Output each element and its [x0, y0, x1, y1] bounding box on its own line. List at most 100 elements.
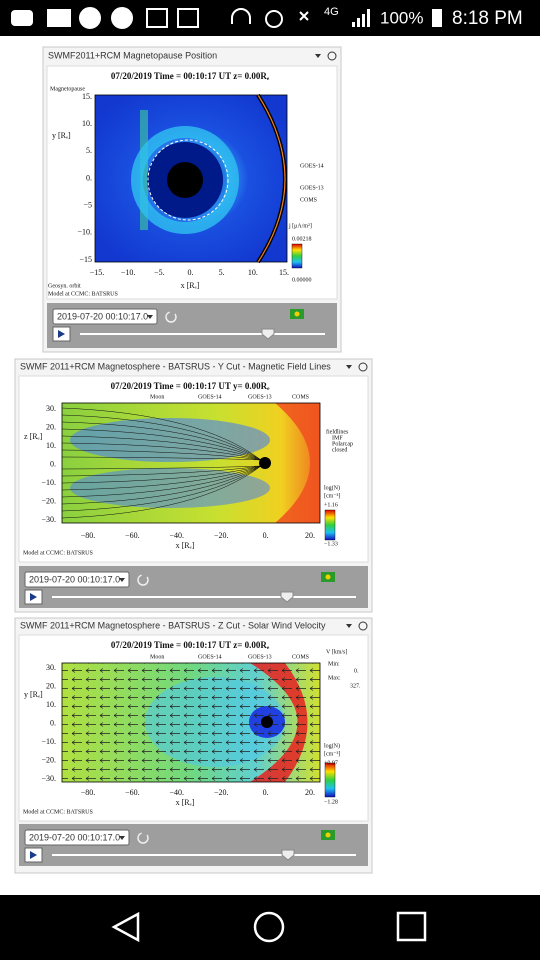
y-axis-label: y [Rₑ]: [24, 690, 43, 699]
x-tick-label: −60.: [125, 788, 140, 797]
colorbar-label: −1.28: [324, 799, 338, 805]
x-tick-label: 20.: [305, 531, 315, 540]
y-axis-label: y [Rₑ]: [52, 131, 71, 140]
time-dropdown[interactable]: [24, 571, 130, 588]
collapse-button[interactable]: [315, 54, 321, 58]
nav-bar: [0, 895, 540, 960]
field-line: [61, 428, 262, 461]
colorbar-label: +0.97: [324, 760, 338, 766]
side-legend: IMF: [332, 435, 343, 441]
plot-footer: Model at CCMC: BATSRUS: [23, 809, 93, 815]
flag-icon-center: [325, 574, 331, 580]
refresh-button[interactable]: [137, 832, 149, 844]
play-icon: [30, 593, 37, 601]
earth: [259, 457, 271, 469]
x-tick-label: −10.: [121, 268, 136, 277]
recents-button[interactable]: [396, 911, 427, 942]
x-tick-label: −40.: [170, 531, 185, 540]
plot-legend: Moon: [150, 394, 164, 400]
collapse-button[interactable]: [346, 365, 352, 369]
plot-legend: GOES-13: [248, 654, 272, 660]
x-tick-label: 0.: [263, 788, 269, 797]
x-tick-label: −60.: [125, 531, 140, 540]
velocity-arrows: [62, 663, 320, 782]
heatmap-ring: [131, 126, 239, 234]
panel-title: SWMF 2011+RCM Magnetosphere - BATSRUS - …: [20, 620, 326, 630]
close-button[interactable]: [358, 621, 368, 631]
play-icon: [58, 330, 65, 338]
signal-icon: [352, 9, 370, 27]
y-axis-label: z [Rₑ]: [24, 432, 43, 441]
y-tick-label: 20.: [46, 681, 56, 690]
close-button[interactable]: [358, 362, 368, 372]
magnetopause-line: [257, 94, 286, 263]
x-tick-label: −80.: [81, 531, 96, 540]
colorbar-label: log(N): [324, 484, 340, 491]
y-tick-label: −10.: [77, 228, 92, 237]
field-line: [61, 465, 262, 484]
time-slider-handle[interactable]: [280, 591, 294, 603]
colorbar-label: j [μA/m²]: [288, 223, 312, 229]
close-button[interactable]: [327, 51, 337, 61]
field-line: [61, 442, 262, 461]
colorbar: [324, 762, 336, 798]
time-dropdown[interactable]: [52, 308, 158, 325]
colorbar-label: 0.00000: [292, 277, 312, 283]
time-dropdown[interactable]: [24, 829, 130, 846]
plot-legend: GOES-14: [198, 394, 222, 400]
x-axis-label: x [Rₑ]: [176, 541, 195, 550]
time-dropdown-label: 2019-07-20 00:10:17.0: [57, 311, 148, 321]
y-tick-label: −15: [79, 255, 92, 264]
plot-legend: GOES-13: [248, 394, 272, 400]
x-tick-label: 5.: [219, 268, 225, 277]
y-tick-label: −30.: [41, 774, 56, 783]
network-label: 4G: [324, 6, 339, 18]
back-button[interactable]: [111, 911, 140, 943]
plot-legend: COMS: [292, 394, 309, 400]
side-legend: GOES-13: [300, 185, 324, 191]
clock: 8:18 PM: [452, 8, 523, 29]
y-tick-label: 30.: [46, 663, 56, 672]
time-slider-handle[interactable]: [281, 849, 295, 861]
dropdown-arrow: [119, 578, 125, 582]
y-tick-label: 0.: [50, 459, 56, 468]
refresh-button[interactable]: [165, 311, 177, 323]
y-tick-label: −30.: [41, 515, 56, 524]
plot-border: [94, 94, 288, 263]
x-tick-label: −5.: [154, 268, 165, 277]
y-tick-label: −5: [83, 200, 92, 209]
flag-icon-center: [294, 311, 300, 317]
dropdown-arrow: [119, 836, 125, 840]
dropdown-arrow: [147, 315, 153, 319]
y-tick-label: 20.: [46, 422, 56, 431]
collapse-button[interactable]: [346, 624, 352, 628]
plot-title: 07/20/2019 Time = 00:10:17 UT z= 0.00Rₑ: [111, 71, 270, 81]
widget-panel: SWMF 2011+RCM Magnetosphere - BATSRUS - …: [14, 617, 373, 874]
y-tick-label: 5.: [86, 146, 92, 155]
side-legend: GOES-14: [300, 163, 324, 169]
field-line: [61, 465, 262, 498]
time-dropdown-label: 2019-07-20 00:10:17.0: [29, 574, 120, 584]
panels: SWMF2011+RCM Magnetopause Position 07/20/…: [14, 46, 373, 874]
home-button[interactable]: [253, 911, 285, 943]
earth: [167, 162, 203, 198]
bow-shock: [275, 403, 320, 523]
time-slider-handle[interactable]: [261, 328, 275, 340]
widget-panel: SWMF2011+RCM Magnetopause Position 07/20/…: [42, 46, 342, 353]
refresh-button[interactable]: [137, 574, 149, 586]
plot-legend: Magnetopause: [50, 86, 85, 92]
side-legend: 327.: [350, 683, 361, 689]
plot-footer: Geosyn. orbit: [48, 283, 81, 289]
flag-icon-center: [325, 832, 331, 838]
field-line: [61, 449, 262, 461]
side-legend: Polarcap: [332, 441, 353, 447]
side-legend: fieldlines: [326, 428, 349, 435]
y-tick-label: 30.: [46, 404, 56, 413]
y-tick-label: 15.: [82, 92, 92, 101]
plot-border: [61, 662, 321, 783]
colorbar-label: 0.00218: [292, 236, 312, 242]
x-tick-label: 10.: [248, 268, 258, 277]
colorbar-label: −1.33: [324, 541, 338, 547]
field-line: [61, 465, 262, 512]
